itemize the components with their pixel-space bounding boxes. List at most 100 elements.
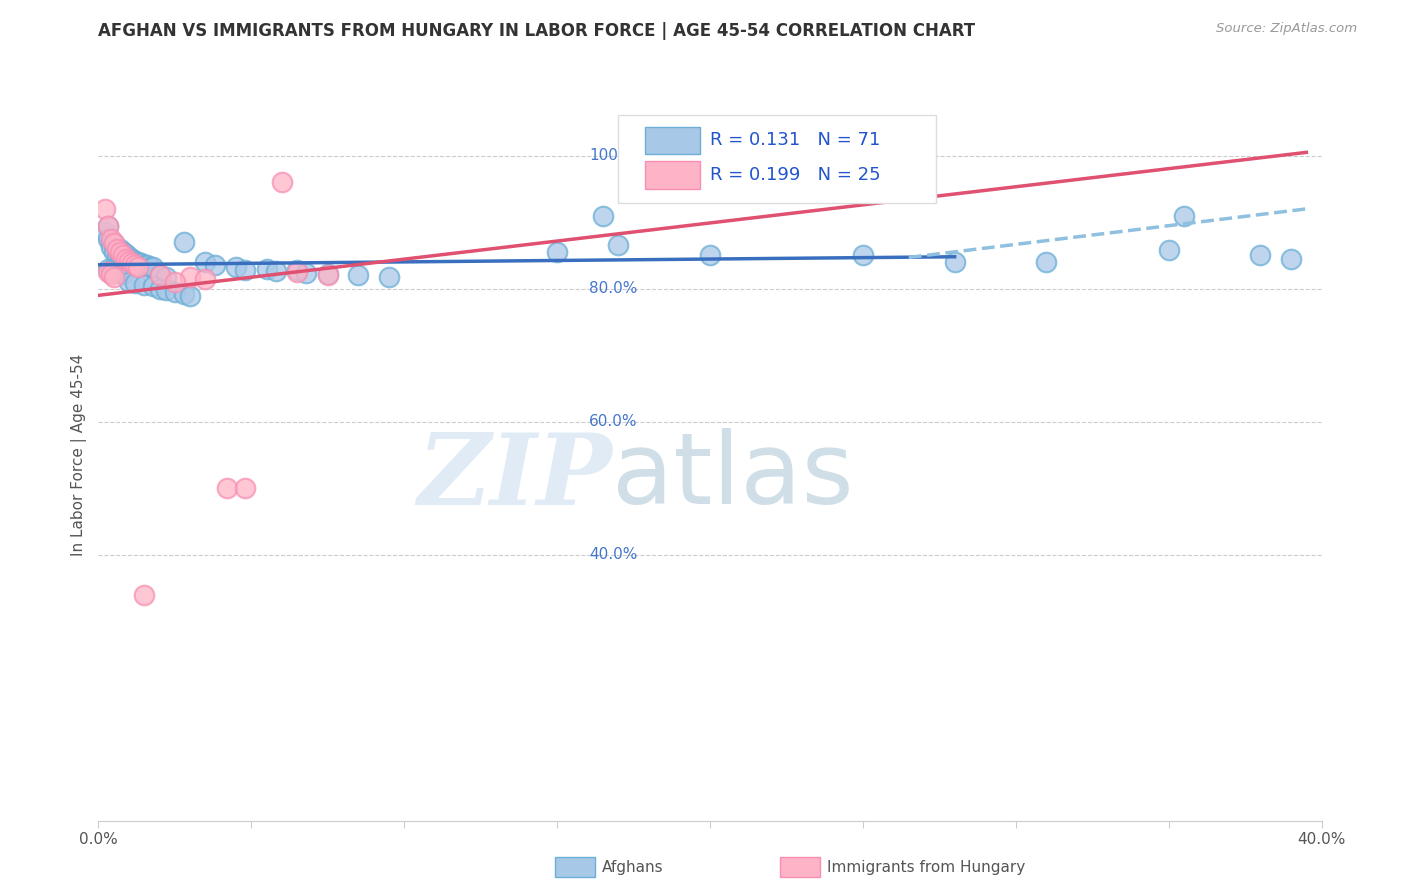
- Point: [100, 240, 122, 254]
- Point: [155, 283, 177, 297]
- Point: [215, 481, 238, 495]
- Text: Afghans: Afghans: [602, 860, 664, 874]
- Point: [100, 235, 122, 249]
- Point: [179, 269, 201, 284]
- Text: 40.0%: 40.0%: [589, 547, 637, 562]
- Point: [118, 253, 141, 268]
- Point: [115, 259, 138, 273]
- Point: [108, 242, 131, 256]
- Text: 60.0%: 60.0%: [589, 414, 637, 429]
- Point: [124, 259, 146, 273]
- Point: [129, 256, 152, 270]
- Point: [115, 247, 138, 261]
- Point: [103, 245, 125, 260]
- Point: [295, 266, 318, 280]
- Point: [149, 268, 172, 283]
- Point: [204, 259, 226, 273]
- Point: [100, 263, 122, 277]
- Point: [100, 232, 122, 246]
- Point: [105, 250, 128, 264]
- Point: [1173, 209, 1195, 223]
- Point: [111, 267, 134, 281]
- Point: [1035, 255, 1057, 269]
- Point: [233, 263, 256, 277]
- Point: [124, 277, 146, 291]
- Text: 100.0%: 100.0%: [589, 148, 647, 163]
- Point: [127, 255, 149, 269]
- Point: [134, 277, 156, 292]
- Text: atlas: atlas: [612, 428, 853, 525]
- Point: [134, 258, 156, 272]
- Point: [118, 255, 141, 269]
- FancyBboxPatch shape: [619, 115, 936, 202]
- Point: [97, 232, 120, 246]
- Point: [699, 248, 721, 262]
- Point: [124, 259, 146, 273]
- Text: AFGHAN VS IMMIGRANTS FROM HUNGARY IN LABOR FORCE | AGE 45-54 CORRELATION CHART: AFGHAN VS IMMIGRANTS FROM HUNGARY IN LAB…: [98, 22, 976, 40]
- Point: [108, 253, 131, 268]
- Text: R = 0.199   N = 25: R = 0.199 N = 25: [710, 166, 880, 184]
- Point: [127, 260, 149, 275]
- Point: [316, 267, 339, 281]
- Point: [118, 250, 141, 264]
- Point: [142, 260, 165, 275]
- FancyBboxPatch shape: [645, 161, 700, 189]
- Point: [1279, 252, 1302, 266]
- Point: [105, 265, 128, 279]
- Point: [149, 268, 172, 283]
- Point: [103, 269, 125, 284]
- Point: [179, 289, 201, 303]
- Point: [115, 253, 138, 268]
- Point: [163, 275, 186, 289]
- Point: [592, 209, 614, 223]
- Point: [142, 279, 165, 293]
- Point: [378, 269, 401, 284]
- Point: [97, 219, 120, 233]
- Text: 80.0%: 80.0%: [589, 281, 637, 296]
- Point: [270, 175, 292, 189]
- Point: [111, 245, 134, 260]
- Point: [264, 264, 287, 278]
- Point: [121, 252, 143, 266]
- Point: [233, 481, 256, 495]
- Point: [105, 243, 128, 257]
- Point: [139, 260, 162, 274]
- Point: [93, 225, 115, 239]
- Point: [105, 242, 128, 256]
- Point: [97, 219, 120, 233]
- Point: [118, 275, 141, 289]
- Point: [256, 261, 278, 276]
- Point: [1157, 243, 1180, 257]
- Point: [285, 265, 308, 279]
- Point: [97, 261, 120, 276]
- Text: Immigrants from Hungary: Immigrants from Hungary: [827, 860, 1025, 874]
- Y-axis label: In Labor Force | Age 45-54: In Labor Force | Age 45-54: [72, 354, 87, 556]
- Point: [108, 266, 131, 280]
- Point: [163, 285, 186, 299]
- Point: [607, 238, 630, 252]
- Point: [943, 255, 966, 269]
- Point: [111, 250, 134, 264]
- Point: [93, 202, 115, 216]
- Point: [121, 257, 143, 271]
- Point: [118, 260, 141, 275]
- Text: ZIP: ZIP: [418, 429, 612, 525]
- Point: [103, 236, 125, 251]
- Point: [546, 245, 568, 260]
- Point: [194, 271, 217, 285]
- Point: [285, 263, 308, 277]
- Point: [111, 255, 134, 269]
- Point: [97, 265, 120, 279]
- Point: [108, 245, 131, 260]
- Point: [225, 260, 247, 275]
- Point: [136, 259, 159, 273]
- Point: [121, 256, 143, 270]
- Point: [347, 268, 370, 283]
- Text: Source: ZipAtlas.com: Source: ZipAtlas.com: [1216, 22, 1357, 36]
- Point: [149, 282, 172, 296]
- Point: [103, 264, 125, 278]
- Point: [173, 287, 195, 301]
- Point: [108, 247, 131, 261]
- Point: [134, 588, 156, 602]
- Point: [1249, 248, 1271, 262]
